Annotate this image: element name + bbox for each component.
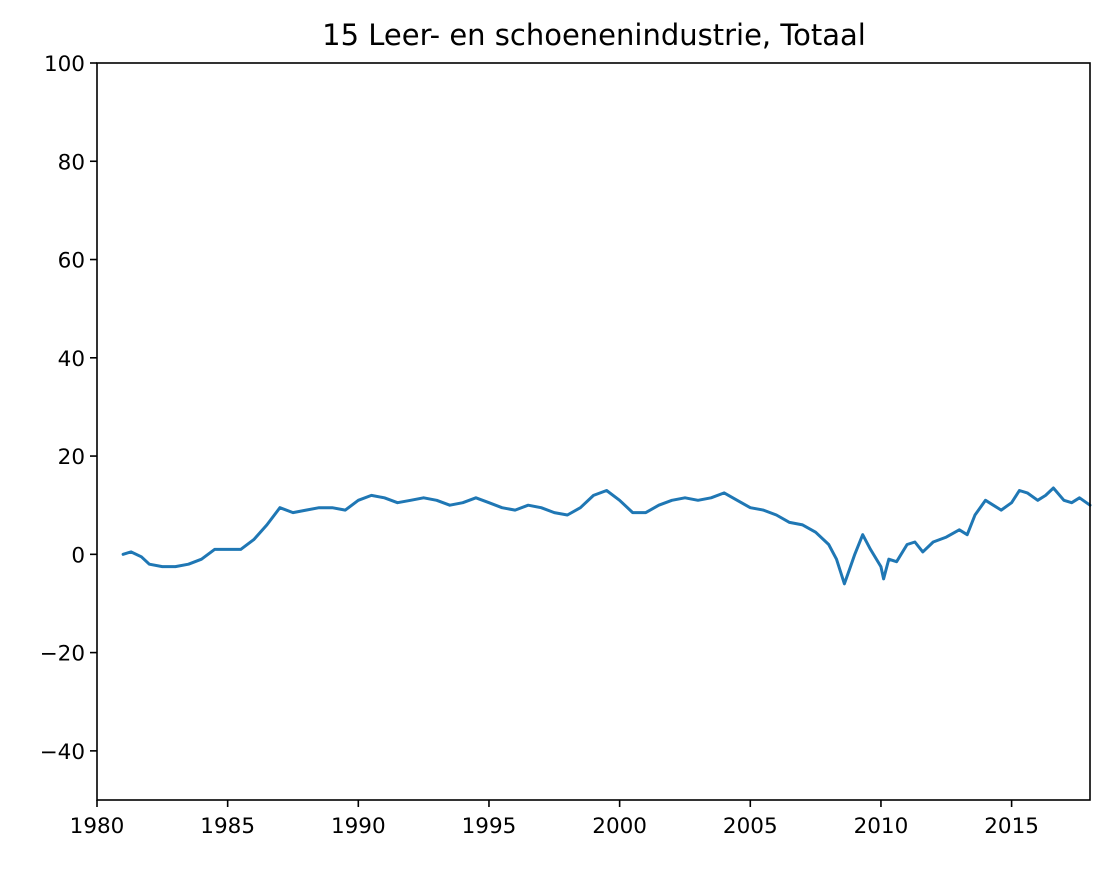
x-tick-label: 2010 [854, 814, 909, 839]
x-tick-label: 1995 [462, 814, 517, 839]
y-tick-label: 0 [71, 543, 85, 568]
y-tick-label: −40 [40, 740, 85, 765]
x-tick-label: 1980 [70, 814, 125, 839]
series-group [121, 486, 1092, 586]
x-tick-label: 2015 [984, 814, 1039, 839]
series-line [121, 486, 1092, 586]
y-tick-label: 60 [58, 249, 85, 274]
x-tick-label: 1990 [331, 814, 386, 839]
y-axis: −40 −20 0 20 40 60 80 100 [40, 52, 97, 765]
plot-frame [96, 62, 1091, 801]
x-tick-label: 1985 [200, 814, 255, 839]
y-tick-label: 100 [44, 52, 85, 77]
y-tick-label: −20 [40, 642, 85, 667]
x-tick-label: 2000 [592, 814, 647, 839]
y-tick-label: 80 [58, 150, 85, 175]
chart-title: 15 Leer- en schoenenindustrie, Totaal [322, 18, 866, 52]
y-tick-label: 20 [58, 445, 85, 470]
x-axis: 1980 1985 1990 1995 2000 2005 2010 2015 [70, 800, 1039, 839]
x-tick-label: 2005 [723, 814, 778, 839]
y-tick-label: 40 [58, 347, 85, 372]
